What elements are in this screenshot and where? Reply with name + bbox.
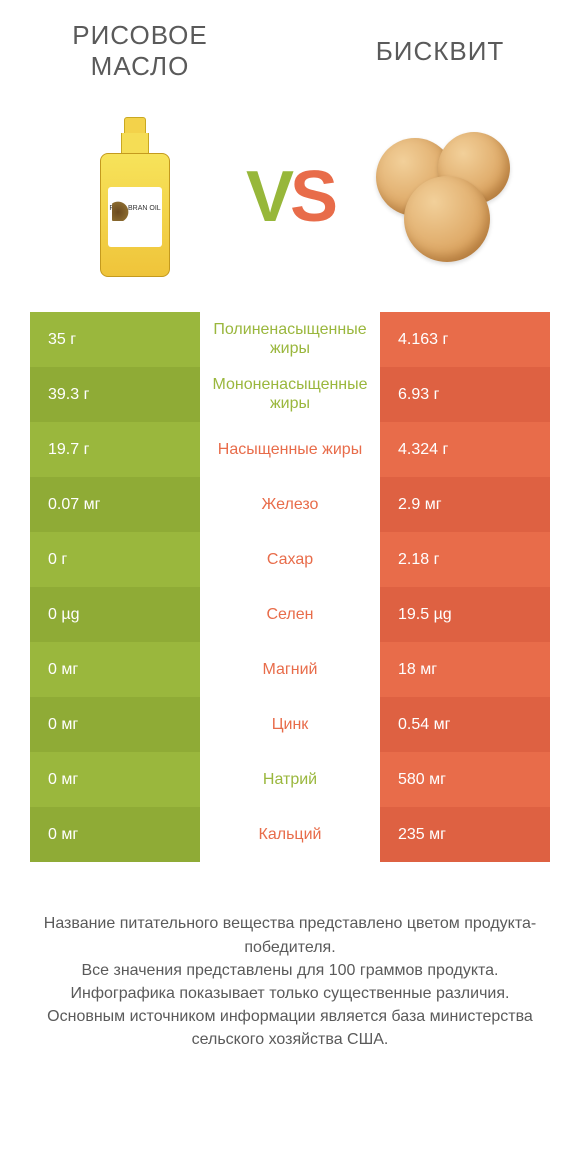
product-right-image — [370, 107, 520, 287]
cell-nutrient-label: Магний — [200, 642, 380, 697]
header: РИСОВОЕ МАСЛО БИСКВИТ — [0, 0, 580, 92]
product-left-title: РИСОВОЕ МАСЛО — [40, 20, 240, 82]
cell-nutrient-label: Мононенасыщенные жиры — [200, 367, 380, 422]
cell-nutrient-label: Насыщенные жиры — [200, 422, 380, 477]
cell-nutrient-label: Кальций — [200, 807, 380, 862]
product-left-image: RICE BRAN OIL — [60, 107, 210, 287]
table-row: 0 µgСелен19.5 µg — [30, 587, 550, 642]
footer-line: Основным источником информации является … — [30, 1005, 550, 1051]
vs-label: VS — [246, 156, 334, 238]
table-row: 19.7 гНасыщенные жиры4.324 г — [30, 422, 550, 477]
cell-right-value: 235 мг — [380, 807, 550, 862]
product-right-title: БИСКВИТ — [340, 36, 540, 67]
cell-nutrient-label: Сахар — [200, 532, 380, 587]
cell-left-value: 0 г — [30, 532, 200, 587]
cell-left-value: 0 мг — [30, 807, 200, 862]
cell-right-value: 19.5 µg — [380, 587, 550, 642]
footer-line: Все значения представлены для 100 граммо… — [30, 959, 550, 982]
cell-right-value: 580 мг — [380, 752, 550, 807]
cell-nutrient-label: Железо — [200, 477, 380, 532]
table-row: 0 мгМагний18 мг — [30, 642, 550, 697]
cell-left-value: 0.07 мг — [30, 477, 200, 532]
comparison-table: 35 гПолиненасыщенные жиры4.163 г39.3 гМо… — [0, 312, 580, 862]
images-row: RICE BRAN OIL VS — [0, 92, 580, 312]
table-row: 0 гСахар2.18 г — [30, 532, 550, 587]
footer-notes: Название питательного вещества представл… — [0, 862, 580, 1051]
cell-nutrient-label: Селен — [200, 587, 380, 642]
table-row: 0 мгКальций235 мг — [30, 807, 550, 862]
cell-right-value: 2.9 мг — [380, 477, 550, 532]
table-row: 35 гПолиненасыщенные жиры4.163 г — [30, 312, 550, 367]
table-row: 39.3 гМононенасыщенные жиры6.93 г — [30, 367, 550, 422]
cell-right-value: 6.93 г — [380, 367, 550, 422]
cell-right-value: 18 мг — [380, 642, 550, 697]
vs-s: S — [290, 157, 334, 237]
cell-nutrient-label: Цинк — [200, 697, 380, 752]
oil-bottle-icon: RICE BRAN OIL — [100, 117, 170, 277]
cell-left-value: 39.3 г — [30, 367, 200, 422]
footer-line: Название питательного вещества представл… — [30, 912, 550, 958]
cell-left-value: 0 мг — [30, 642, 200, 697]
cell-left-value: 0 мг — [30, 697, 200, 752]
cell-nutrient-label: Натрий — [200, 752, 380, 807]
cell-left-value: 0 мг — [30, 752, 200, 807]
vs-v: V — [246, 157, 290, 237]
cell-nutrient-label: Полиненасыщенные жиры — [200, 312, 380, 367]
cell-left-value: 0 µg — [30, 587, 200, 642]
cell-left-value: 19.7 г — [30, 422, 200, 477]
cell-right-value: 2.18 г — [380, 532, 550, 587]
table-row: 0 мгЦинк0.54 мг — [30, 697, 550, 752]
cell-right-value: 4.163 г — [380, 312, 550, 367]
biscuit-icon — [370, 132, 520, 262]
footer-line: Инфографика показывает только существенн… — [30, 982, 550, 1005]
cell-left-value: 35 г — [30, 312, 200, 367]
cell-right-value: 4.324 г — [380, 422, 550, 477]
table-row: 0.07 мгЖелезо2.9 мг — [30, 477, 550, 532]
table-row: 0 мгНатрий580 мг — [30, 752, 550, 807]
cell-right-value: 0.54 мг — [380, 697, 550, 752]
